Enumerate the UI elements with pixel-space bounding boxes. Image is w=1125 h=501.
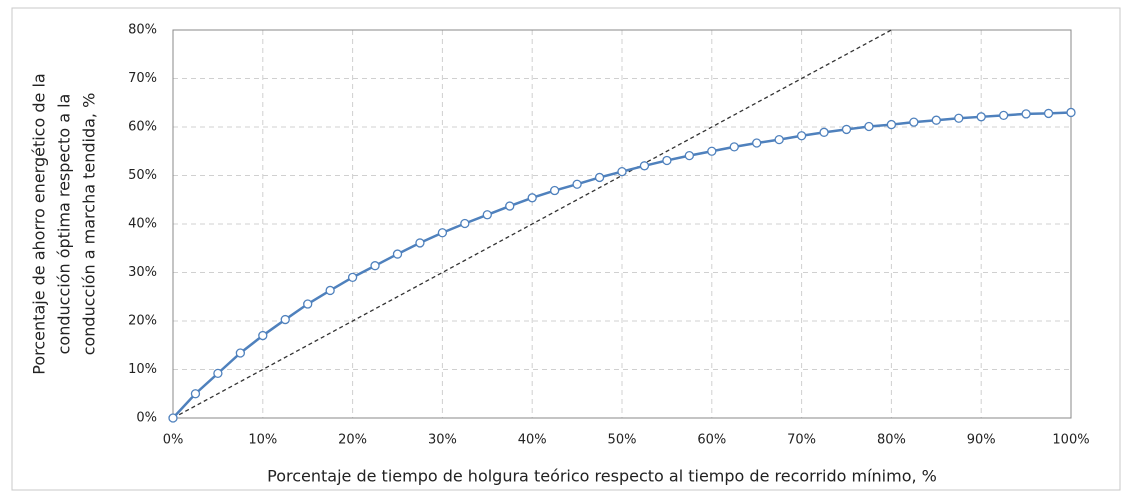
data-point bbox=[684, 150, 694, 161]
x-tick-label: 70% bbox=[787, 433, 816, 448]
y-tick-label: 30% bbox=[128, 265, 157, 280]
x-tick-label: 20% bbox=[338, 433, 367, 448]
x-tick-label: 100% bbox=[1052, 433, 1089, 448]
y-axis-label: conducción óptima respecto a la bbox=[55, 94, 74, 355]
data-point bbox=[482, 210, 492, 220]
data-point bbox=[909, 117, 919, 127]
y-tick-label: 50% bbox=[128, 168, 157, 183]
data-point bbox=[752, 138, 762, 148]
y-tick-label: 40% bbox=[128, 217, 157, 232]
x-tick-label: 80% bbox=[877, 433, 906, 448]
data-point bbox=[639, 161, 650, 171]
y-tick-label: 60% bbox=[128, 120, 157, 135]
data-point bbox=[460, 218, 470, 229]
data-point bbox=[392, 249, 403, 259]
data-point bbox=[1043, 108, 1054, 119]
data-point bbox=[594, 172, 605, 183]
data-point bbox=[999, 110, 1009, 121]
plot-border bbox=[172, 29, 1072, 419]
data-point bbox=[1021, 109, 1031, 119]
data-point bbox=[505, 201, 515, 211]
data-point bbox=[550, 185, 560, 196]
x-tick-label: 40% bbox=[518, 433, 547, 448]
data-point bbox=[527, 193, 537, 203]
data-point bbox=[370, 261, 380, 271]
data-point bbox=[662, 155, 672, 166]
data-point bbox=[347, 272, 358, 283]
data-point bbox=[729, 142, 739, 152]
data-point bbox=[819, 127, 829, 137]
data-point bbox=[437, 228, 448, 238]
reference-line bbox=[172, 29, 892, 419]
x-tick-label: 60% bbox=[697, 433, 726, 448]
data-point bbox=[886, 119, 897, 130]
y-tick-label: 20% bbox=[128, 314, 157, 329]
data-point bbox=[864, 121, 874, 132]
data-point bbox=[325, 285, 335, 296]
y-tick-label: 10% bbox=[128, 362, 157, 377]
data-point bbox=[841, 124, 852, 135]
data-point bbox=[258, 330, 268, 341]
data-point bbox=[796, 131, 807, 141]
data-point bbox=[707, 146, 717, 156]
x-tick-label: 30% bbox=[428, 433, 457, 448]
y-tick-label: 70% bbox=[128, 71, 157, 86]
data-point bbox=[954, 113, 964, 123]
x-tick-label: 0% bbox=[163, 433, 184, 448]
chart-border bbox=[11, 7, 1121, 491]
data-point bbox=[190, 389, 201, 399]
data-point bbox=[976, 112, 986, 122]
data-point bbox=[1066, 107, 1076, 118]
data-point bbox=[415, 238, 425, 248]
data-point bbox=[931, 115, 941, 125]
data-point bbox=[617, 166, 627, 177]
data-point bbox=[572, 179, 582, 189]
data-point bbox=[235, 348, 246, 358]
x-tick-label: 50% bbox=[608, 433, 637, 448]
data-point bbox=[774, 134, 784, 145]
data-point bbox=[168, 413, 178, 423]
data-point bbox=[213, 368, 223, 379]
y-axis-label: Porcentaje de ahorro energético de la bbox=[30, 73, 49, 374]
x-tick-label: 10% bbox=[248, 433, 277, 448]
y-tick-label: 80% bbox=[128, 23, 157, 38]
x-axis-label: Porcentaje de tiempo de holgura teórico … bbox=[267, 467, 937, 486]
x-tick-label: 90% bbox=[967, 433, 996, 448]
data-point bbox=[280, 314, 290, 325]
data-point bbox=[303, 299, 313, 309]
y-tick-label: 0% bbox=[136, 411, 157, 426]
y-axis-label: conducción a marcha tendida, % bbox=[80, 93, 99, 356]
